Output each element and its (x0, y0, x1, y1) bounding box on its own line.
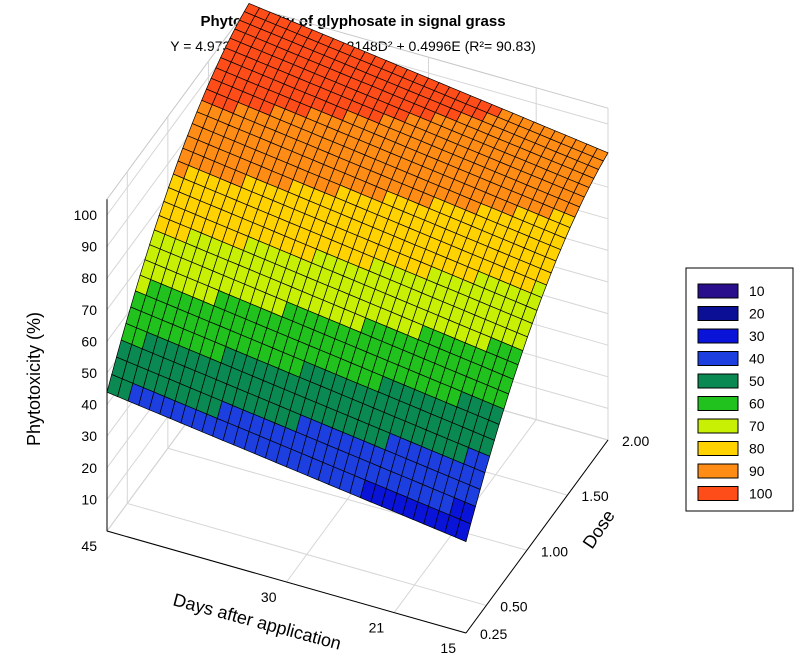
y-axis-line (465, 439, 609, 634)
legend-swatch (697, 418, 739, 434)
y-tick-label: 0.50 (500, 598, 527, 614)
legend-label: 70 (749, 418, 765, 434)
x-axis-title: Days after application (171, 590, 343, 654)
x-tick-label: 30 (261, 589, 277, 605)
z-tick-label: 70 (81, 302, 97, 318)
legend-label: 100 (749, 486, 773, 502)
z-tick-label: 80 (81, 270, 97, 286)
surface-cell (454, 519, 472, 543)
x-tick-label: 45 (81, 538, 97, 554)
legend-label: 20 (749, 306, 765, 322)
y-tick-label: 0.25 (480, 626, 507, 642)
legend-swatch (697, 441, 739, 456)
z-tick-label: 20 (81, 460, 97, 476)
legend-swatch (697, 396, 739, 411)
legend-swatch (697, 351, 739, 366)
legend: 10 20 30 40 50 60 70 80 90 100 (697, 283, 773, 502)
legend-swatch (697, 463, 739, 479)
legend-label: 30 (749, 328, 765, 344)
z-tick-label: 60 (81, 333, 97, 349)
z-tick-label: 30 (81, 428, 97, 444)
z-axis-title: Phytotoxicity (%) (24, 312, 44, 446)
x-tick-label: 21 (369, 620, 385, 636)
z-tick-label: 10 (81, 491, 97, 507)
legend-label: 50 (749, 373, 765, 389)
y-tick-label: 1.50 (581, 488, 608, 504)
z-tick-label: 40 (81, 397, 97, 413)
legend-swatch (697, 306, 739, 321)
legend-swatch (697, 283, 739, 299)
legend-swatch (697, 328, 739, 344)
legend-label: 40 (749, 351, 765, 367)
y-axis-title: Dose (579, 506, 619, 552)
legend-label: 90 (749, 463, 765, 479)
z-tick-label: 90 (81, 239, 97, 255)
y-gridline (126, 171, 487, 606)
z-tick-label: 50 (81, 365, 97, 381)
legend-label: 60 (749, 396, 765, 412)
legend-swatch (697, 486, 739, 501)
surface-plot (106, 2, 609, 543)
z-tick-label: 100 (74, 207, 98, 223)
legend-label: 10 (749, 283, 765, 299)
y-tick-label: 1.00 (541, 543, 568, 559)
y-tick-label: 2.00 (622, 433, 649, 449)
legend-swatch (697, 373, 739, 389)
box-front-edges (106, 199, 609, 634)
x-tick-label: 15 (440, 640, 456, 656)
axis-ticks: 10 20 30 40 50 60 70 80 90 100 45 30 21 15 0.25 0.50 1.0… (74, 207, 650, 656)
legend-label: 80 (749, 441, 765, 457)
x-axis-line (106, 530, 467, 634)
